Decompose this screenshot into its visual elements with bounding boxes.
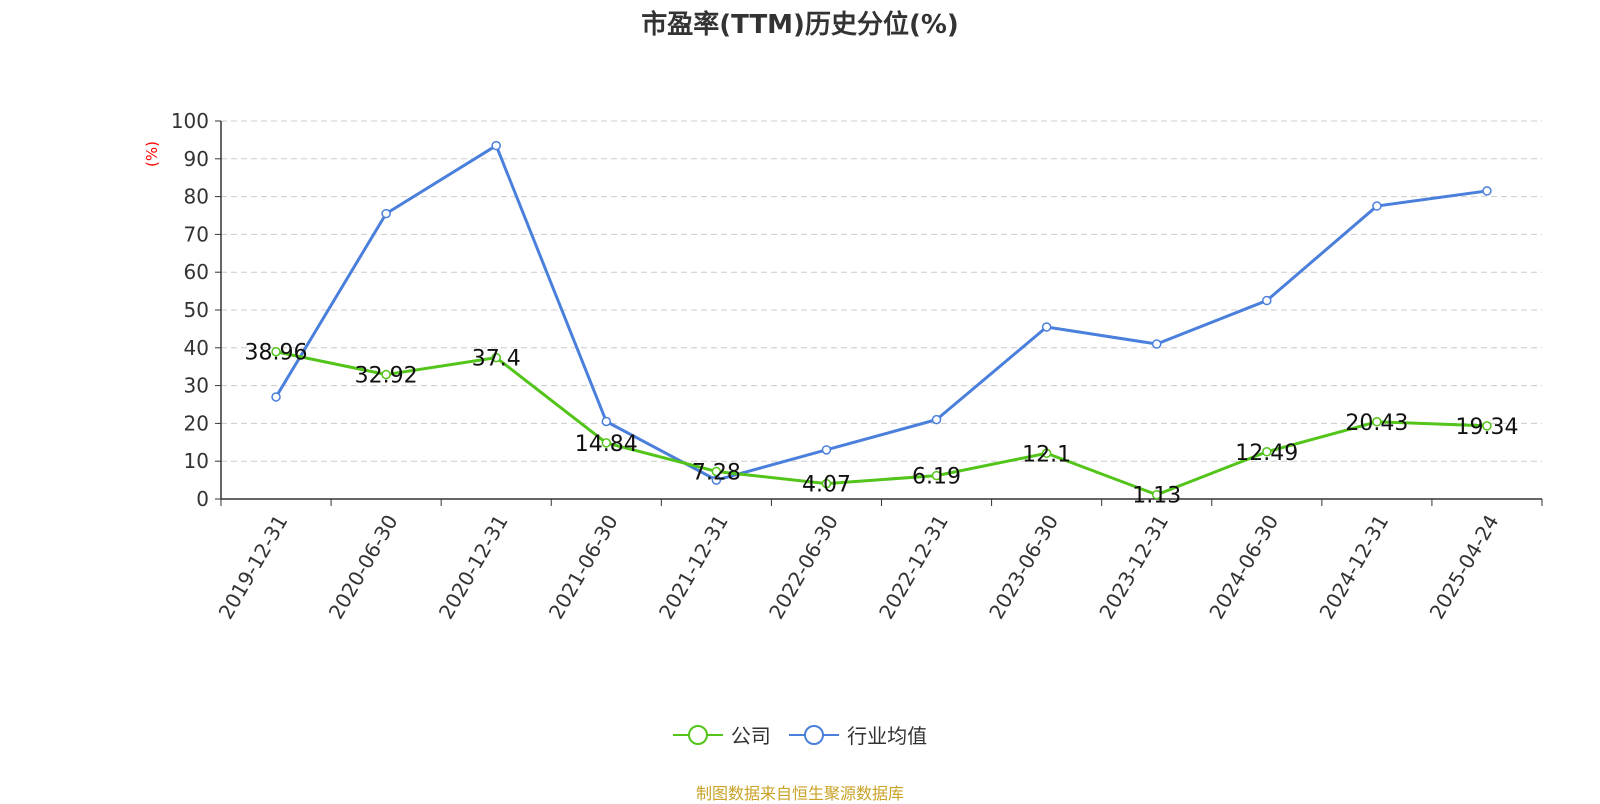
- data-label: 14.84: [575, 432, 638, 457]
- y-tick-label: 40: [184, 336, 209, 360]
- data-label: 12.1: [1022, 442, 1071, 467]
- data-label: 19.34: [1455, 415, 1518, 440]
- data-point: [601, 416, 612, 427]
- y-tick-label: 10: [184, 449, 209, 473]
- x-tick-label: 2022-12-31: [874, 511, 953, 624]
- x-tick-label: 2023-12-31: [1094, 511, 1173, 624]
- y-tick-label: 60: [184, 260, 209, 284]
- data-point: [271, 392, 281, 402]
- legend-line-circle-icon: [672, 724, 723, 745]
- legend-item-company[interactable]: 公司: [672, 720, 771, 749]
- x-tick-label: 2020-06-30: [324, 511, 403, 624]
- data-point: [1262, 447, 1272, 457]
- data-point: [821, 478, 832, 489]
- y-tick-label: 90: [184, 147, 209, 171]
- data-label: 32.92: [355, 364, 418, 389]
- legend: 公司 行业均值: [0, 720, 1600, 752]
- y-tick-label: 30: [184, 374, 209, 398]
- x-tick-label: 2021-12-31: [654, 511, 733, 624]
- data-label: 38.96: [245, 341, 308, 366]
- x-tick-label: 2025-04-24: [1425, 511, 1504, 624]
- data-label: 1.13: [1132, 484, 1181, 509]
- data-label: 37.4: [472, 347, 521, 372]
- data-point: [1372, 417, 1382, 427]
- legend-label-company: 公司: [730, 724, 771, 748]
- data-point: [491, 140, 501, 151]
- x-tick-label: 2022-06-30: [764, 511, 843, 624]
- data-label: 20.43: [1345, 411, 1408, 436]
- legend-item-industry-avg[interactable]: 行业均值: [789, 720, 927, 749]
- data-point: [381, 369, 391, 380]
- y-tick-label: 0: [196, 487, 209, 511]
- source-note: 制图数据来自恒生聚源数据库: [695, 784, 904, 803]
- data-point: [381, 208, 391, 219]
- data-point: [1041, 448, 1052, 459]
- series-line-1: [274, 144, 1488, 482]
- data-label: 6.19: [912, 465, 961, 490]
- y-tick-label: 80: [184, 185, 209, 209]
- data-label: 12.49: [1235, 441, 1298, 466]
- data-point: [1151, 339, 1162, 349]
- data-label: 4.07: [802, 473, 851, 498]
- x-tick-label: 2020-12-31: [434, 511, 513, 624]
- data-point: [711, 466, 722, 477]
- data-point: [271, 346, 281, 357]
- x-tick-label: 2024-06-30: [1204, 511, 1283, 624]
- data-point: [1372, 201, 1382, 211]
- data-point: [821, 445, 832, 455]
- y-tick-label: 20: [184, 411, 209, 435]
- data-point: [931, 414, 942, 425]
- series-line-0: [275, 350, 1488, 497]
- data-point: [1041, 322, 1052, 332]
- y-tick-label: 100: [171, 109, 209, 133]
- chart-title: 市盈率(TTM)历史分位(%): [641, 10, 959, 40]
- data-point: [931, 470, 942, 481]
- data-label: 7.28: [692, 460, 741, 485]
- data-point: [491, 352, 501, 363]
- data-point: [1482, 421, 1492, 431]
- x-tick-label: 2023-06-30: [984, 511, 1063, 624]
- x-tick-label: 2021-06-30: [544, 511, 623, 624]
- legend-line-circle-icon: [789, 724, 840, 745]
- x-tick-label: 2024-12-31: [1314, 511, 1393, 624]
- data-point: [1482, 186, 1492, 196]
- x-tick-label: 2019-12-31: [214, 511, 293, 624]
- data-point: [601, 438, 612, 448]
- legend-label-industry-avg: 行业均值: [847, 724, 928, 748]
- data-point: [1262, 295, 1272, 306]
- data-point: [1151, 489, 1162, 500]
- y-tick-label: 50: [184, 298, 209, 322]
- y-tick-label: 70: [184, 222, 209, 246]
